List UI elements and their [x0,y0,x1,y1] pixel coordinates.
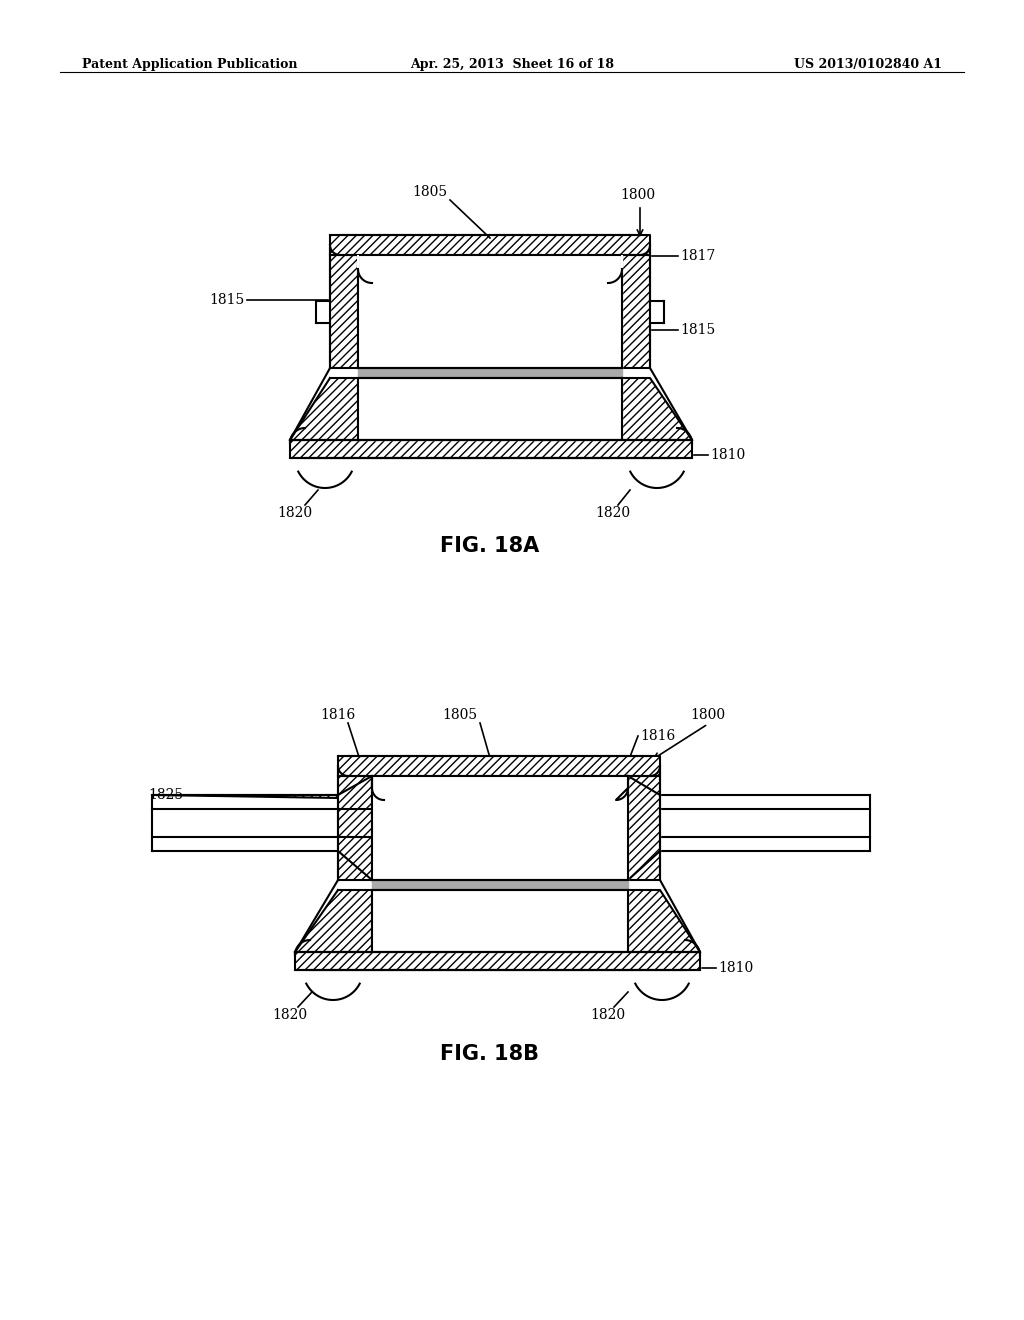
Text: Patent Application Publication: Patent Application Publication [82,58,298,71]
Polygon shape [616,776,628,800]
Polygon shape [295,952,700,970]
Text: 1816: 1816 [640,729,675,743]
Polygon shape [290,378,358,440]
Polygon shape [358,255,622,368]
Polygon shape [622,378,692,440]
Text: 1800: 1800 [690,708,725,722]
Text: 1820: 1820 [595,506,630,520]
Text: US 2013/0102840 A1: US 2013/0102840 A1 [794,58,942,71]
Text: 1820: 1820 [278,506,312,520]
Polygon shape [372,880,628,890]
Text: 1805: 1805 [413,185,447,199]
Text: 1815: 1815 [680,323,715,337]
Polygon shape [290,440,692,458]
Text: 1816: 1816 [321,708,355,722]
Text: 1810: 1810 [718,961,754,975]
Polygon shape [358,368,622,378]
Polygon shape [660,795,870,851]
Text: Apr. 25, 2013  Sheet 16 of 18: Apr. 25, 2013 Sheet 16 of 18 [410,58,614,71]
Polygon shape [316,301,330,322]
Polygon shape [338,776,372,880]
Polygon shape [338,756,660,776]
Text: 1800: 1800 [620,187,655,202]
Polygon shape [372,890,628,952]
Polygon shape [650,301,664,322]
Polygon shape [330,235,650,255]
Polygon shape [622,255,650,368]
Text: 1820: 1820 [272,1008,307,1022]
Polygon shape [330,255,358,368]
Text: 1820: 1820 [590,1008,625,1022]
Polygon shape [358,255,372,282]
Polygon shape [157,774,372,799]
Text: 1810: 1810 [710,447,745,462]
Polygon shape [295,890,372,952]
Polygon shape [608,255,622,282]
Polygon shape [358,378,622,440]
Polygon shape [372,776,628,880]
Polygon shape [372,776,384,800]
Text: 1817: 1817 [680,249,716,263]
Polygon shape [628,776,660,880]
Polygon shape [628,890,700,952]
Text: 1805: 1805 [442,708,477,722]
Polygon shape [152,795,338,851]
Text: FIG. 18A: FIG. 18A [440,536,540,556]
Text: FIG. 18B: FIG. 18B [440,1044,540,1064]
Text: 1815: 1815 [210,293,245,308]
Text: 1825: 1825 [147,788,183,803]
